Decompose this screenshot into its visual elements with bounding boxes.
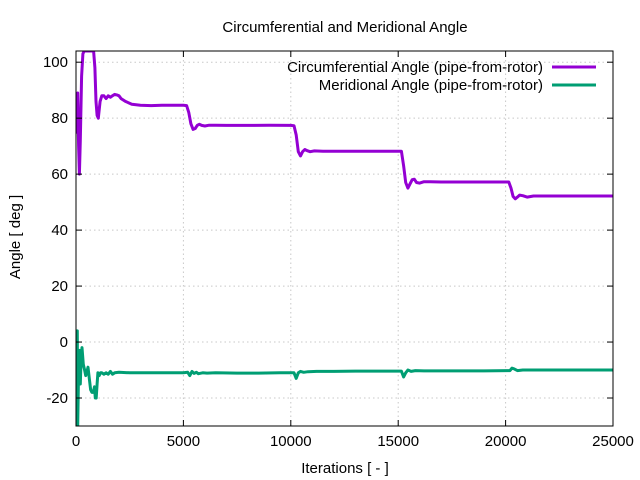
- legend-label-1: Circumferential Angle (pipe-from-rotor): [287, 59, 543, 76]
- legend: Circumferential Angle (pipe-from-rotor)M…: [287, 59, 596, 94]
- x-tick-label: 15000: [377, 433, 419, 450]
- y-tick-label: 80: [51, 110, 68, 127]
- x-ticks: 0 5000 10000 15000 20000 25000: [72, 51, 634, 450]
- y-tick-label: 100: [43, 54, 68, 71]
- legend-label-2: Meridional Angle (pipe-from-rotor): [319, 77, 543, 94]
- y-tick-label: 0: [60, 334, 68, 351]
- y-tick-label: 40: [51, 222, 68, 239]
- plot-series: [76, 51, 613, 426]
- y-ticks: -20 0 20 40 60 80 100: [43, 54, 613, 407]
- x-tick-label: 10000: [270, 433, 312, 450]
- x-tick-label: 20000: [485, 433, 527, 450]
- plot-frame: [75, 50, 614, 427]
- chart-title: Circumferential and Meridional Angle: [222, 19, 467, 36]
- series-line-2: [76, 329, 613, 426]
- x-tick-label: 0: [72, 433, 80, 450]
- x-tick-label: 25000: [592, 433, 634, 450]
- y-axis-title: Angle [ deg ]: [7, 195, 24, 279]
- x-axis-title: Iterations [ - ]: [301, 460, 389, 477]
- y-tick-label: -20: [46, 390, 68, 407]
- y-tick-label: 20: [51, 278, 68, 295]
- series-line-1: [76, 51, 613, 201]
- x-tick-label: 5000: [167, 433, 200, 450]
- y-tick-label: 60: [51, 166, 68, 183]
